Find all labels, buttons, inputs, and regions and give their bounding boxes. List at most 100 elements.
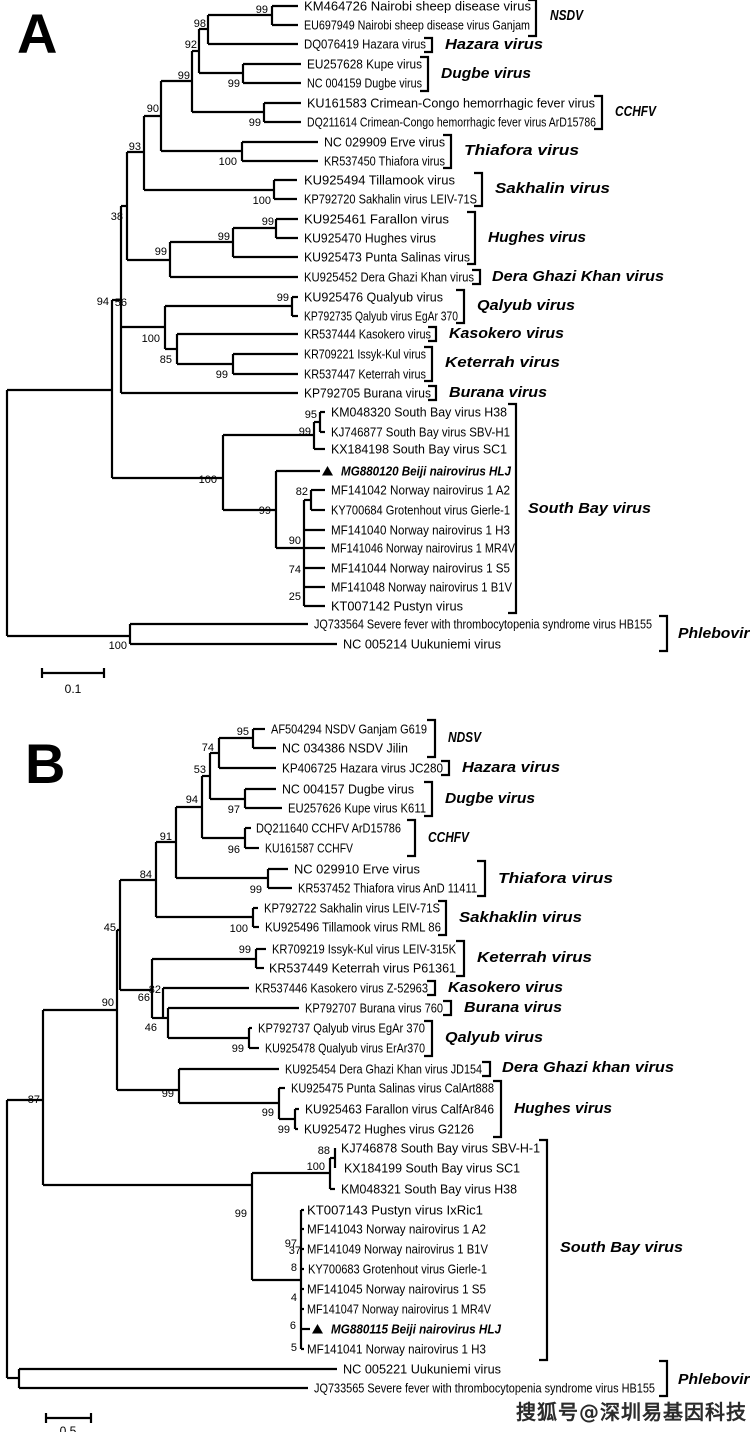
taxon-label: NC 004157 Dugbe virus <box>282 782 414 797</box>
taxon-label: KT007143 Pustyn virus IxRic1 <box>307 1203 483 1218</box>
bootstrap-value: 85 <box>160 354 172 366</box>
clade-label: CCHFV <box>428 830 470 846</box>
bootstrap-value: 95 <box>237 726 249 738</box>
clade-label: NSDV <box>550 8 584 24</box>
taxon-label: KP792720 Sakhalin virus LEIV-71S <box>304 192 477 207</box>
taxon-label: NC 029909 Erve virus <box>324 135 445 150</box>
taxon-label: EU697949 Nairobi sheep disease virus Gan… <box>304 18 530 33</box>
clade-bracket <box>472 268 482 286</box>
bootstrap-value: 6 <box>290 1320 296 1332</box>
bootstrap-value: 91 <box>160 831 172 843</box>
clade-label: Hughes virus <box>514 1101 612 1117</box>
taxon-label: DQ211614 Crimean-Congo hemorrhagic fever… <box>307 115 596 130</box>
bootstrap-value: 74 <box>202 742 214 754</box>
bootstrap-value: 97 <box>285 1238 297 1250</box>
clade-label: Dugbe virus <box>445 791 535 807</box>
taxon-label: KU925472 Hughes virus G2126 <box>304 1122 474 1137</box>
taxon-label: KX184198 South Bay virus SC1 <box>331 442 507 457</box>
bootstrap-value: 84 <box>140 869 152 881</box>
bootstrap-value: 46 <box>145 1022 157 1034</box>
taxon-label: KR537444 Kasokero virus <box>304 327 431 342</box>
bootstrap-value: 99 <box>278 1124 290 1136</box>
bootstrap-value: 90 <box>102 997 114 1009</box>
clade-label: Qalyub virus <box>477 298 575 314</box>
bootstrap-value: 56 <box>115 297 127 309</box>
clade-label: Kasokero virus <box>449 326 564 342</box>
taxon-label: MF141041 Norway nairovirus 1 H3 <box>307 1342 486 1357</box>
clade-bracket <box>428 384 438 402</box>
bootstrap-value: 99 <box>155 246 167 258</box>
taxon-label: MG880115 Beiji nairovirus HLJ <box>331 1322 502 1337</box>
clade-bracket <box>493 1079 503 1139</box>
taxon-label: KU161587 CCHFV <box>265 841 353 856</box>
clade-bracket <box>659 614 669 653</box>
clade-label: Thiafora virus <box>498 871 613 887</box>
taxon-label: KR537450 Thiafora virus <box>324 154 445 169</box>
clade-bracket <box>428 325 438 343</box>
bootstrap-value: 25 <box>289 591 301 603</box>
bootstrap-value: 8 <box>291 1262 297 1274</box>
taxon-label: MF141043 Norway nairovirus 1 A2 <box>307 1222 486 1237</box>
taxon-label: KJ746878 South Bay virus SBV-H-1 <box>341 1141 540 1156</box>
clade-bracket <box>456 939 466 978</box>
clade-bracket <box>427 718 437 759</box>
bootstrap-value: 4 <box>291 1292 297 1304</box>
taxon-label: KM048320 South Bay virus H38 <box>331 405 507 420</box>
taxon-label: KX184199 South Bay virus SC1 <box>344 1161 520 1176</box>
taxon-label: KJ746877 South Bay virus SBV-H1 <box>331 425 510 440</box>
taxon-label: KU925452 Dera Ghazi Khan virus <box>304 270 474 285</box>
bootstrap-value: 88 <box>318 1145 330 1157</box>
bootstrap-value: 100 <box>253 195 271 207</box>
bootstrap-value: 100 <box>109 640 127 652</box>
clade-label: Dera Ghazi khan virus <box>502 1060 674 1076</box>
bootstrap-value: 90 <box>147 103 159 115</box>
taxon-label: MF141045 Norway nairovirus 1 S5 <box>307 1282 486 1297</box>
sequenced-strain-marker-triangle <box>312 1324 323 1334</box>
clade-bracket <box>443 133 453 170</box>
taxon-label: NC 034386 NSDV Jilin <box>282 741 408 756</box>
taxon-label: MF141042 Norway nairovirus 1 A2 <box>331 483 510 498</box>
taxon-label: KY700684 Grotenhout virus Gierle-1 <box>331 503 510 518</box>
clade-label: Burana virus <box>464 1000 562 1016</box>
clade-label: NDSV <box>448 730 482 746</box>
clade-label: Sakhalin virus <box>495 181 610 197</box>
taxon-label: KM048321 South Bay virus H38 <box>341 1182 517 1197</box>
bootstrap-value: 87 <box>28 1094 40 1106</box>
bootstrap-value: 74 <box>289 564 301 576</box>
clade-bracket <box>477 859 487 898</box>
taxon-label: KR709221 Issyk-Kul virus <box>304 347 426 362</box>
clade-label: Burana virus <box>449 385 547 401</box>
bootstrap-value: 38 <box>111 211 123 223</box>
bootstrap-value: 100 <box>307 1161 325 1173</box>
bootstrap-value: 99 <box>162 1088 174 1100</box>
clade-label: Kasokero virus <box>448 980 563 996</box>
bootstrap-value: 82 <box>296 486 308 498</box>
taxon-label: NC 005214 Uukuniemi virus <box>343 637 501 652</box>
bootstrap-value: 99 <box>178 70 190 82</box>
taxon-label: EU257626 Kupe virus K611 <box>288 801 426 816</box>
taxon-label: KU925454 Dera Ghazi Khan virus JD154 <box>285 1062 482 1077</box>
bootstrap-value: 99 <box>299 426 311 438</box>
taxon-label: KU925463 Farallon virus CalfAr846 <box>305 1102 494 1117</box>
taxon-label: KR537452 Thiafora virus AnD 11411 <box>298 881 477 896</box>
taxon-label: MF141047 Norway nairovirus 1 MR4V <box>307 1302 491 1317</box>
clade-label: Qalyub virus <box>445 1030 543 1046</box>
panel-letter: B <box>25 732 65 795</box>
bootstrap-value: 94 <box>97 296 109 308</box>
taxon-label: KP792707 Burana virus 760 <box>305 1001 443 1016</box>
taxon-label: KR537449 Keterrah virus P61361 <box>269 961 456 976</box>
clade-bracket <box>539 1138 549 1362</box>
bootstrap-value: 82 <box>149 984 161 996</box>
clade-bracket <box>659 1359 669 1398</box>
bootstrap-value: 99 <box>216 369 228 381</box>
clade-label: Dugbe virus <box>441 66 531 82</box>
bootstrap-value: 98 <box>194 18 206 30</box>
taxon-label: EU257628 Kupe virus <box>307 57 422 72</box>
taxon-label: NC 005221 Uukuniemi virus <box>343 1362 501 1377</box>
bootstrap-value: 37 <box>289 1245 301 1257</box>
bootstrap-value: 93 <box>129 141 141 153</box>
taxon-label: KU925496 Tillamook virus RML 86 <box>265 920 441 935</box>
bootstrap-value: 99 <box>235 1208 247 1220</box>
taxon-label: JQ733565 Severe fever with thrombocytope… <box>314 1381 655 1396</box>
taxon-label: KP792722 Sakhalin virus LEIV-71S <box>264 901 440 916</box>
